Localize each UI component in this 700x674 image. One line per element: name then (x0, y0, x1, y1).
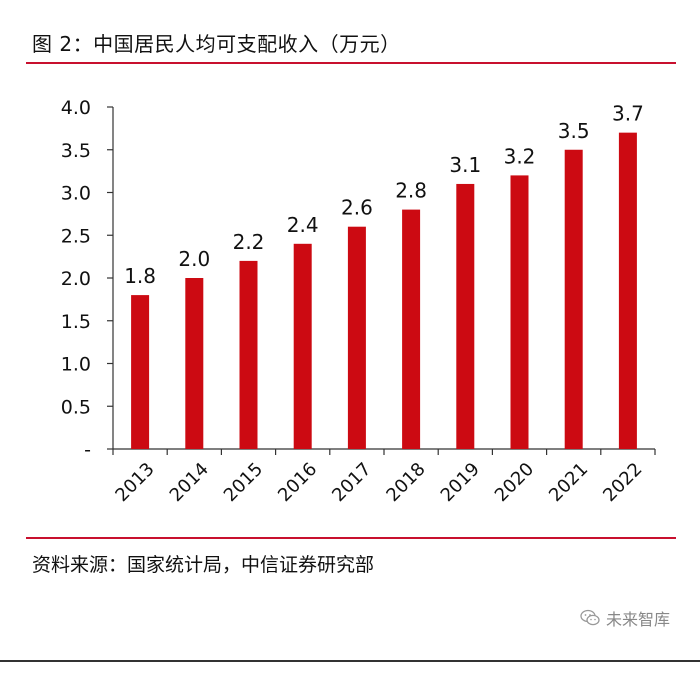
bar-value-label: 3.7 (612, 102, 644, 126)
y-tick-label: 1.0 (61, 354, 91, 376)
y-tick-label: - (84, 439, 91, 461)
x-tick-label: 2020 (491, 459, 538, 506)
y-tick-label: 0.5 (61, 396, 91, 418)
x-tick-label: 2021 (545, 459, 592, 506)
bar (619, 133, 637, 449)
bar-value-label: 1.8 (124, 264, 156, 288)
bar (131, 295, 149, 449)
bar (348, 227, 366, 449)
wechat-icon (580, 609, 600, 627)
x-tick-label: 2018 (382, 459, 429, 506)
bar (294, 244, 312, 449)
bar (511, 175, 529, 449)
y-tick-label: 3.5 (61, 140, 91, 162)
x-tick-label: 2022 (599, 459, 646, 506)
y-tick-label: 1.5 (61, 311, 91, 333)
source-divider (26, 537, 676, 539)
y-tick-label: 4.0 (61, 97, 91, 119)
y-tick-label: 2.5 (61, 225, 91, 247)
watermark: 未来智库 (580, 606, 670, 630)
bar-value-label: 2.6 (341, 196, 373, 220)
watermark-text: 未来智库 (606, 606, 670, 630)
footer-rule (0, 660, 700, 662)
bar-value-label: 2.8 (395, 179, 427, 203)
x-tick-label: 2019 (437, 459, 484, 506)
x-tick-label: 2015 (220, 459, 267, 506)
bar-value-label: 2.2 (233, 230, 265, 254)
source-note: 资料来源：国家统计局，中信证券研究部 (32, 550, 374, 577)
bar-value-label: 3.5 (558, 119, 590, 143)
bar-value-label: 2.4 (287, 213, 319, 237)
bar (456, 184, 474, 449)
bar (565, 150, 583, 449)
y-tick-label: 3.0 (61, 183, 91, 205)
x-tick-label: 2017 (328, 459, 375, 506)
y-tick-label: 2.0 (61, 268, 91, 290)
bar-value-label: 3.1 (449, 153, 481, 177)
bar-value-label: 3.2 (504, 144, 536, 168)
bar-chart: -0.51.01.52.02.53.03.54.01.820132.020142… (0, 0, 700, 540)
x-tick-label: 2013 (111, 459, 158, 506)
bar-value-label: 2.0 (178, 247, 210, 271)
x-tick-label: 2016 (274, 459, 321, 506)
bar (240, 261, 258, 449)
x-tick-label: 2014 (166, 459, 213, 506)
bar (185, 278, 203, 449)
bar (402, 210, 420, 449)
